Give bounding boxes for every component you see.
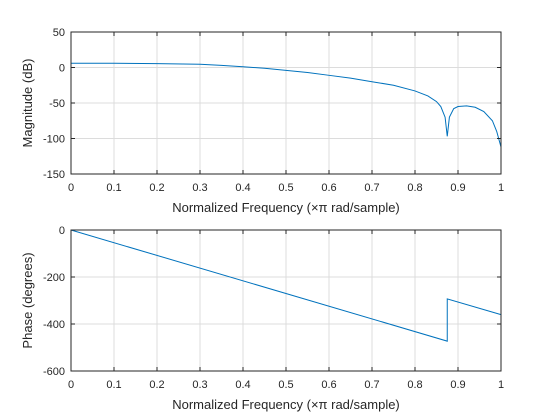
magnitude-ytick-label: -100 [43,134,65,146]
magnitude-xtick-label: 0.5 [278,182,293,194]
phase-series-line [70,229,502,342]
magnitude-ytick-label: 50 [53,27,65,39]
phase-ytick-label: -600 [43,366,65,378]
magnitude-xtick-label: 0.6 [321,182,336,194]
magnitude-ytick-label: 0 [59,63,65,75]
magnitude-xtick-label: 0.8 [407,182,422,194]
phase-xtick-label: 0.7 [364,379,379,391]
phase-ytick-label: -400 [43,319,65,331]
phase-ytick-label: -200 [43,272,65,284]
magnitude-xtick-label: 0.1 [106,182,121,194]
magnitude-ytick-label: -150 [43,169,65,181]
magnitude-xtick-label: 0 [68,182,74,194]
magnitude-xtick-label: 0.3 [192,182,207,194]
magnitude-xtick-label: 0.7 [364,182,379,194]
magnitude-xtick-label: 0.9 [450,182,465,194]
phase-xtick-label: 0.2 [149,379,164,391]
phase-xtick-label: 0.9 [450,379,465,391]
phase-xtick-label: 0.3 [192,379,207,391]
magnitude-xtick-label: 1 [498,182,504,194]
phase-xtick-label: 0.8 [407,379,422,391]
magnitude-xlabel: Normalized Frequency (×π rad/sample) [172,200,400,215]
magnitude-xtick-label: 0.2 [149,182,164,194]
phase-ytick-label: 0 [59,225,65,237]
phase-xlabel: Normalized Frequency (×π rad/sample) [172,397,400,412]
phase-xtick-label: 0.5 [278,379,293,391]
phase-xtick-label: 0.1 [106,379,121,391]
magnitude-xtick-label: 0.4 [235,182,250,194]
magnitude-series-line [71,62,502,148]
phase-ylabel: Phase (degrees) [20,252,35,348]
phase-xtick-label: 0.6 [321,379,336,391]
phase-plot: 0 0.1 0.2 0.3 0.4 0.5 0.6 0.7 0.8 0.9 1 0 -200 -400 -6… [20,225,504,412]
magnitude-ylabel: Magnitude (dB) [20,59,35,148]
phase-xtick-label: 0 [68,379,74,391]
phase-xtick-label: 1 [498,379,504,391]
magnitude-plot: 0 0.1 0.2 0.3 0.4 0.5 0.6 0.7 0.8 0.9 1 50 0 -50 -100 -… [20,27,504,215]
magnitude-ytick-label: -50 [49,98,65,110]
phase-xtick-label: 0.4 [235,379,250,391]
